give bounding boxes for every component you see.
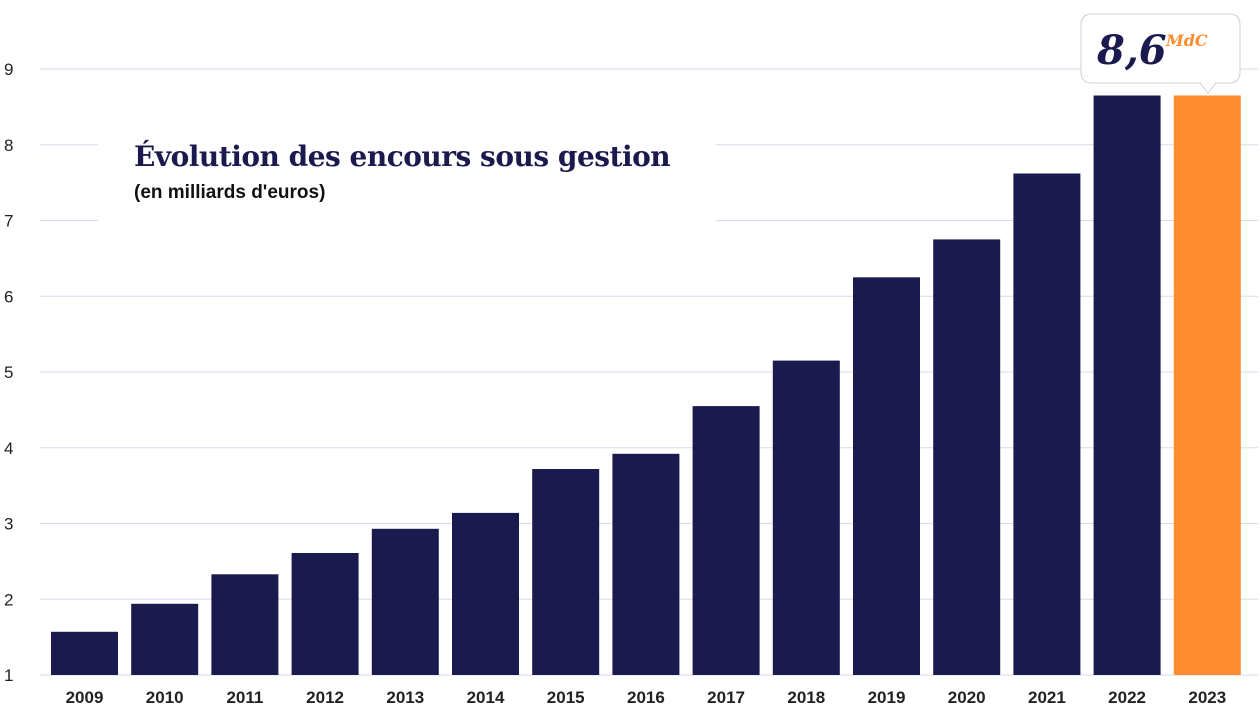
bar-2012 [291,553,359,675]
y-axis-ticks: 1 2 3 4 5 6 7 8 9 [4,60,13,685]
y-tick-label: 3 [4,515,13,534]
bar-2018 [772,360,840,675]
y-tick-label: 6 [4,287,13,306]
y-tick-label: 8 [4,136,13,155]
bar-2020 [933,239,1001,675]
bar-2010 [131,603,199,675]
x-tick-label: 2021 [1028,688,1066,707]
bar-2009 [51,631,118,675]
x-tick-label: 2022 [1108,688,1146,707]
value-callout: 8,6 MdC [1080,13,1241,94]
y-tick-label: 1 [4,666,13,685]
x-tick-label: 2019 [868,688,906,707]
x-tick-label: 2009 [66,688,104,707]
x-tick-label: 2018 [787,688,825,707]
bar-2019 [853,277,920,675]
x-axis-ticks: 2009 2010 2011 2012 2013 2014 2015 2016 2017 2018… [66,688,1227,707]
y-tick-label: 4 [4,439,13,458]
y-tick-label: 2 [4,590,13,609]
bar-2013 [371,528,439,675]
y-tick-label: 9 [4,60,13,79]
y-tick-label: 5 [4,363,13,382]
bar-2017 [692,406,760,675]
x-tick-label: 2013 [386,688,424,707]
x-tick-label: 2017 [707,688,745,707]
bar-2021 [1013,173,1081,675]
x-tick-label: 2014 [467,688,505,707]
bar-2015 [532,469,600,675]
bars [51,95,1241,675]
x-tick-label: 2015 [547,688,585,707]
x-tick-label: 2012 [306,688,344,707]
title-backdrop [98,122,716,222]
callout-bubble [1080,13,1241,94]
callout-value: 8,6 [1096,27,1167,74]
x-tick-label: 2023 [1188,688,1226,707]
bar-2016 [612,453,680,675]
bar-2023 [1173,95,1241,675]
bar-2011 [211,574,279,675]
chart-title: Évolution des encours sous gestion [134,140,670,173]
x-tick-label: 2020 [948,688,986,707]
bar-2014 [452,512,519,675]
x-tick-label: 2010 [146,688,184,707]
bar-2022 [1093,95,1161,675]
y-tick-label: 7 [4,212,13,231]
callout-unit: MdC [1165,31,1208,50]
x-tick-label: 2016 [627,688,665,707]
chart-subtitle: (en milliards d'euros) [134,182,325,203]
x-tick-label: 2011 [226,688,263,707]
